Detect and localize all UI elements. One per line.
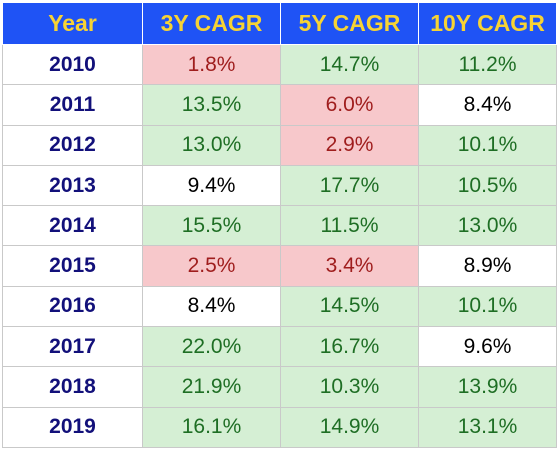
cagr-3y-cell: 15.5%: [142, 205, 281, 247]
year-cell: 2018: [2, 366, 143, 408]
cagr-10y-cell: 9.6%: [418, 326, 557, 368]
table-row: 2011 13.5% 6.0% 8.4%: [2, 84, 557, 126]
cagr-10y-cell: 10.1%: [418, 124, 557, 166]
year-cell: 2017: [2, 326, 143, 368]
cagr-5y-cell: 2.9%: [280, 124, 419, 166]
cagr-3y-cell: 8.4%: [142, 285, 281, 328]
cagr-5y-cell: 14.9%: [280, 406, 419, 449]
cagr-5y-cell: 10.3%: [280, 366, 419, 408]
year-cell: 2012: [2, 124, 143, 166]
year-cell: 2011: [2, 84, 143, 126]
cagr-3y-cell: 1.8%: [142, 43, 281, 86]
header-10y-cagr: 10Y CAGR: [418, 2, 557, 45]
cagr-10y-cell: 13.9%: [418, 366, 557, 408]
cagr-10y-cell: 8.4%: [418, 84, 557, 126]
table-row: 2013 9.4% 17.7% 10.5%: [2, 164, 557, 207]
header-year: Year: [2, 2, 143, 45]
cagr-3y-cell: 13.5%: [142, 84, 281, 126]
cagr-3y-cell: 9.4%: [142, 164, 281, 207]
cagr-3y-cell: 13.0%: [142, 124, 281, 166]
cagr-10y-cell: 8.9%: [418, 245, 557, 287]
header-row: Year 3Y CAGR 5Y CAGR 10Y CAGR: [2, 2, 557, 45]
table-row: 2016 8.4% 14.5% 10.1%: [2, 285, 557, 328]
table-row: 2015 2.5% 3.4% 8.9%: [2, 245, 557, 287]
cagr-5y-cell: 6.0%: [280, 84, 419, 126]
cagr-10y-cell: 11.2%: [418, 43, 557, 86]
table-row: 2010 1.8% 14.7% 11.2%: [2, 43, 557, 86]
cagr-3y-cell: 2.5%: [142, 245, 281, 287]
table-row: 2012 13.0% 2.9% 10.1%: [2, 124, 557, 166]
table-row: 2017 22.0% 16.7% 9.6%: [2, 326, 557, 368]
table-row: 2018 21.9% 10.3% 13.9%: [2, 366, 557, 408]
year-cell: 2019: [2, 406, 143, 449]
year-cell: 2010: [2, 43, 143, 86]
table-row: 2014 15.5% 11.5% 13.0%: [2, 205, 557, 247]
table-row: 2019 16.1% 14.9% 13.1%: [2, 406, 557, 449]
cagr-5y-cell: 14.5%: [280, 285, 419, 328]
year-cell: 2015: [2, 245, 143, 287]
cagr-3y-cell: 16.1%: [142, 406, 281, 449]
header-5y-cagr: 5Y CAGR: [280, 2, 419, 45]
cagr-10y-cell: 10.5%: [418, 164, 557, 207]
table-body: 2010 1.8% 14.7% 11.2% 2011 13.5% 6.0% 8.4% 2012 1…: [2, 43, 557, 449]
header-3y-cagr: 3Y CAGR: [142, 2, 281, 45]
table-header: Year 3Y CAGR 5Y CAGR 10Y CAGR: [2, 2, 557, 45]
cagr-10y-cell: 13.0%: [418, 205, 557, 247]
cagr-3y-cell: 22.0%: [142, 326, 281, 368]
year-cell: 2013: [2, 164, 143, 207]
cagr-5y-cell: 11.5%: [280, 205, 419, 247]
cagr-10y-cell: 13.1%: [418, 406, 557, 449]
cagr-5y-cell: 3.4%: [280, 245, 419, 287]
cagr-3y-cell: 21.9%: [142, 366, 281, 408]
cagr-5y-cell: 14.7%: [280, 43, 419, 86]
year-cell: 2016: [2, 285, 143, 328]
year-cell: 2014: [2, 205, 143, 247]
cagr-10y-cell: 10.1%: [418, 285, 557, 328]
cagr-5y-cell: 17.7%: [280, 164, 419, 207]
cagr-5y-cell: 16.7%: [280, 326, 419, 368]
